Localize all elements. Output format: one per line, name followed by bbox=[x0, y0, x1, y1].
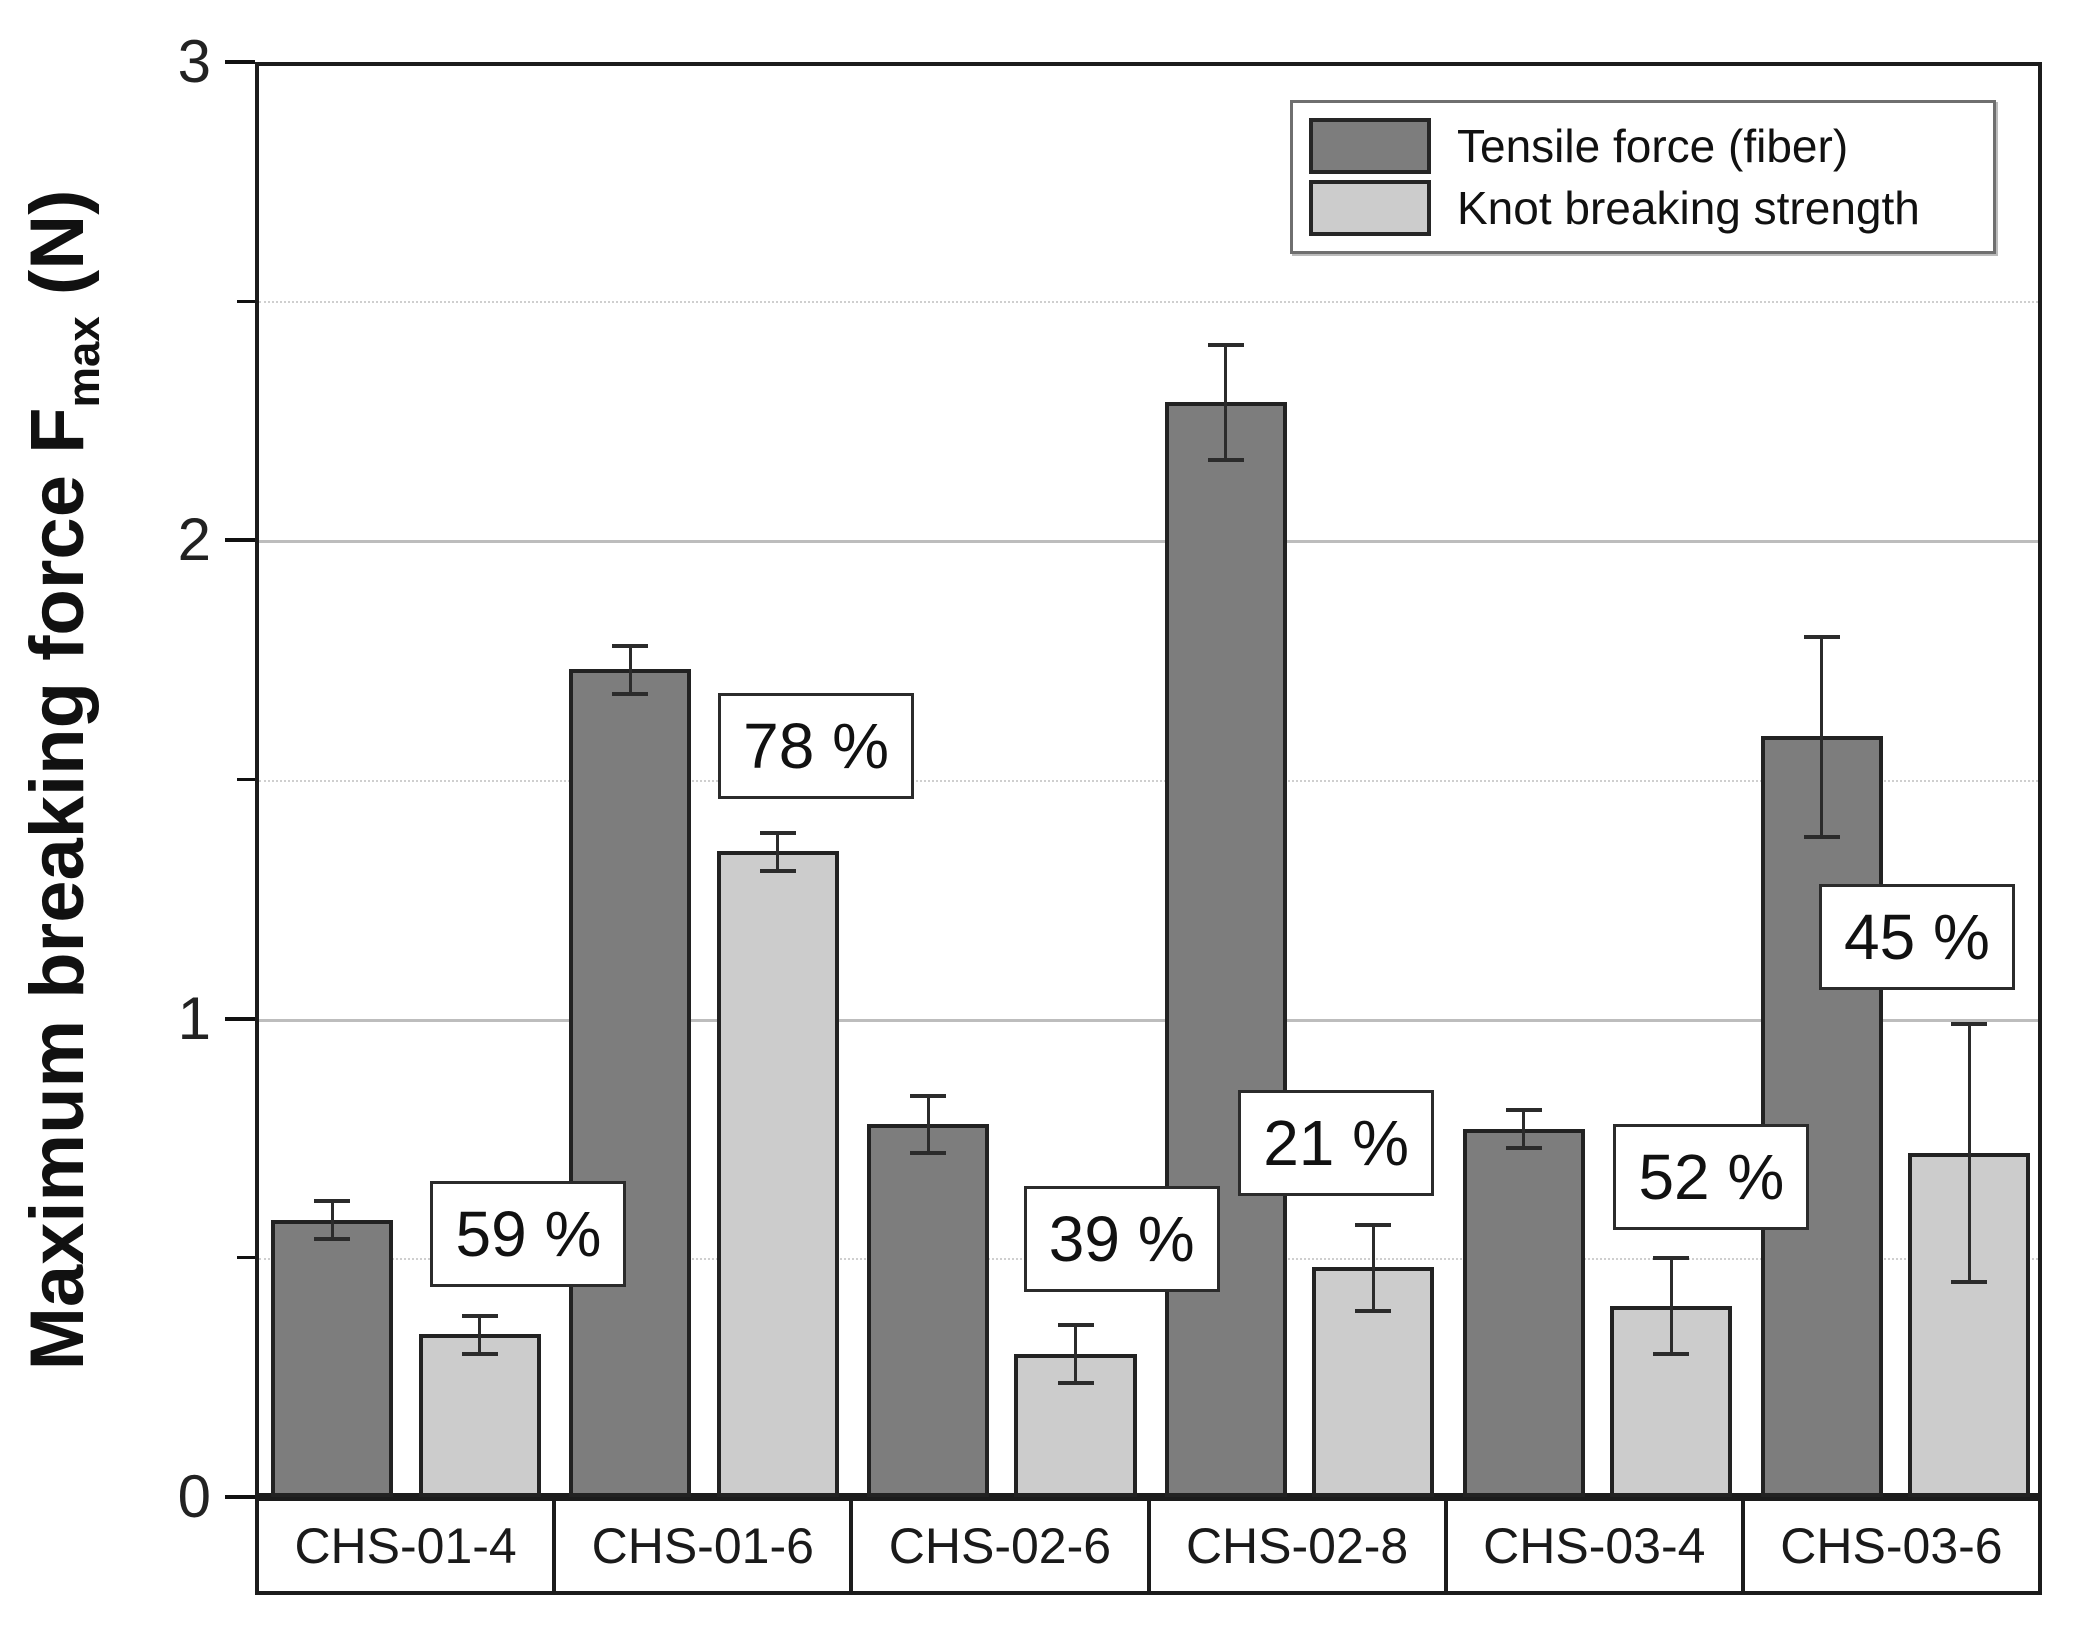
error-bar-bottom-cap bbox=[1951, 1280, 1988, 1285]
x-axis-category-row: CHS-01-4 CHS-01-6 CHS-02-6 CHS-02-8 CHS-03-4… bbox=[255, 1497, 2042, 1595]
error-bar-bottom-cap bbox=[1803, 835, 1840, 840]
knot-bar bbox=[418, 1334, 541, 1497]
x-category-label: CHS-01-6 bbox=[552, 1501, 849, 1591]
error-bar-bottom-cap bbox=[1355, 1308, 1392, 1313]
error-bar-bottom-cap bbox=[461, 1352, 498, 1356]
gridline-minor bbox=[259, 301, 2038, 304]
percentage-label: 59 % bbox=[430, 1180, 627, 1287]
legend-row-tensile: Tensile force (fiber) bbox=[1309, 115, 1977, 177]
gridline-minor bbox=[259, 779, 2038, 782]
error-bar-line bbox=[1074, 1324, 1078, 1383]
error-bar-line bbox=[1522, 1109, 1526, 1148]
percentage-label: 21 % bbox=[1238, 1090, 1435, 1197]
y-tick-label: 0 bbox=[177, 1463, 211, 1530]
error-bar-top-cap bbox=[314, 1198, 351, 1203]
percentage-label: 52 % bbox=[1613, 1123, 1810, 1230]
x-category-label: CHS-01-4 bbox=[294, 1518, 517, 1574]
tensile-series-swatch bbox=[1309, 118, 1431, 174]
legend-label-knot: Knot breaking strength bbox=[1457, 182, 1920, 234]
y-axis-title-post: (N) bbox=[14, 189, 100, 317]
error-bar-top-cap bbox=[612, 644, 649, 649]
gridline-major bbox=[259, 540, 2038, 544]
percentage-label: 39 % bbox=[1023, 1185, 1220, 1292]
error-bar-top-cap bbox=[461, 1313, 498, 1318]
error-bar-top-cap bbox=[1653, 1256, 1690, 1261]
x-category-label: CHS-03-6 bbox=[1740, 1501, 2038, 1591]
error-bar-line bbox=[1967, 1023, 1971, 1282]
tensile-bar bbox=[271, 1219, 394, 1497]
y-axis-title-sub: max bbox=[58, 316, 110, 408]
error-bar-bottom-cap bbox=[314, 1237, 351, 1242]
legend-label-tensile: Tensile force (fiber) bbox=[1457, 120, 1849, 172]
error-bar-bottom-cap bbox=[910, 1151, 947, 1156]
error-bar-bottom-cap bbox=[1653, 1352, 1690, 1356]
y-major-tick bbox=[225, 1016, 255, 1021]
tensile-bar bbox=[569, 669, 692, 1497]
error-bar-bottom-cap bbox=[759, 868, 796, 873]
error-bar-top-cap bbox=[1057, 1323, 1094, 1328]
legend: Tensile force (fiber) Knot breaking stre… bbox=[1290, 100, 1996, 254]
tensile-bar bbox=[1164, 401, 1287, 1497]
y-major-tick bbox=[225, 60, 255, 64]
knot-bar bbox=[1312, 1267, 1435, 1497]
error-bar-top-cap bbox=[759, 830, 796, 835]
tensile-bar bbox=[1760, 736, 1883, 1497]
error-bar-top-cap bbox=[1951, 1021, 1988, 1026]
legend-row-knot: Knot breaking strength bbox=[1309, 177, 1977, 239]
error-bar-line bbox=[478, 1315, 482, 1354]
y-tick-label: 1 bbox=[177, 984, 211, 1052]
error-bar-top-cap bbox=[1803, 634, 1840, 639]
error-bar-line bbox=[926, 1095, 930, 1153]
error-bar-top-cap bbox=[910, 1093, 947, 1098]
error-bar-bottom-cap bbox=[1207, 457, 1244, 462]
y-axis-title: Maximum breaking force Fmax (N) bbox=[14, 190, 110, 1371]
error-bar-line bbox=[1224, 344, 1228, 459]
error-bar-line bbox=[330, 1200, 334, 1239]
error-bar-bottom-cap bbox=[1505, 1146, 1542, 1151]
gridline-major bbox=[259, 1018, 2038, 1022]
y-tick-label: 2 bbox=[177, 506, 211, 574]
tensile-bar bbox=[867, 1123, 990, 1497]
x-category-label: CHS-02-8 bbox=[1146, 1501, 1444, 1591]
knot-series-swatch bbox=[1309, 180, 1431, 236]
percentage-label: 78 % bbox=[718, 693, 915, 800]
y-major-tick bbox=[225, 1495, 255, 1499]
error-bar-line bbox=[1820, 636, 1824, 837]
error-bar-bottom-cap bbox=[612, 691, 649, 696]
error-bar-bottom-cap bbox=[1057, 1380, 1094, 1385]
knot-bar bbox=[716, 851, 839, 1497]
error-bar-top-cap bbox=[1355, 1222, 1392, 1227]
error-bar-line bbox=[628, 645, 632, 694]
y-minor-tick bbox=[237, 1256, 255, 1260]
error-bar-top-cap bbox=[1505, 1108, 1542, 1113]
y-tick-label: 3 bbox=[177, 28, 211, 95]
y-minor-tick bbox=[237, 778, 255, 781]
y-minor-tick bbox=[237, 299, 255, 303]
error-bar-line bbox=[1371, 1224, 1375, 1311]
x-category-label: CHS-02-6 bbox=[849, 1501, 1146, 1591]
tensile-bar bbox=[1462, 1128, 1585, 1497]
y-major-tick bbox=[225, 538, 255, 543]
error-bar-line bbox=[1669, 1257, 1673, 1354]
percentage-label: 45 % bbox=[1818, 884, 2015, 991]
error-bar-top-cap bbox=[1207, 342, 1244, 347]
x-category-label: CHS-03-4 bbox=[1443, 1501, 1741, 1591]
error-bar-line bbox=[776, 832, 780, 871]
